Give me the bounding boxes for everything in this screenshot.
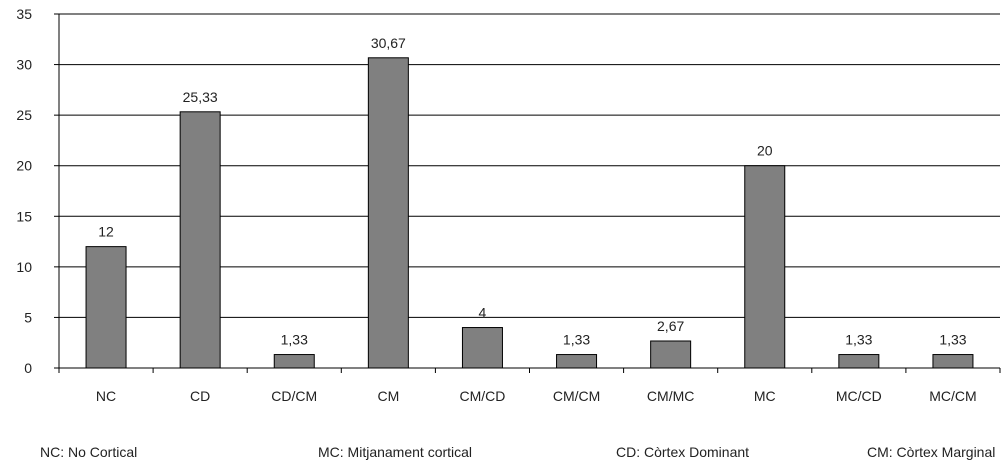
bar: [932, 354, 974, 369]
x-tick-label: CM/CM: [553, 388, 600, 404]
x-tick-label: CM/MC: [647, 388, 694, 404]
y-tick-label: 30: [16, 57, 32, 73]
axes: [54, 13, 1001, 373]
x-tick-label: NC: [96, 388, 116, 404]
bars: [85, 57, 974, 369]
legend-note-nc: NC: No Cortical: [40, 444, 138, 460]
data-label: 1,33: [281, 332, 308, 348]
y-tick-label: 10: [16, 259, 32, 275]
legend-note-cd: CD: Còrtex Dominant: [616, 444, 750, 460]
data-labels: 12 25,33 1,33 30,67 4 1,33 2,67 20 1,33 1,33: [98, 35, 967, 348]
data-label: 12: [98, 224, 114, 240]
bar: [273, 354, 315, 369]
bar: [461, 327, 503, 369]
data-label: 4: [479, 305, 487, 321]
x-tick-label: MC/CM: [929, 388, 976, 404]
x-tick-label: MC/CD: [836, 388, 882, 404]
data-label: 1,33: [939, 332, 966, 348]
x-tick-label: CD/CM: [271, 388, 317, 404]
x-tick-labels: NC CD CD/CM CM CM/CD CM/CM CM/MC MC MC/CD MC/CM: [96, 388, 977, 404]
x-tick-label: CD: [190, 388, 210, 404]
bar: [367, 57, 409, 369]
legend-note-mc: MC: Mitjanament cortical: [318, 444, 473, 460]
data-label: 25,33: [183, 89, 218, 105]
data-label: 1,33: [563, 332, 590, 348]
data-label: 20: [757, 143, 773, 159]
data-label: 1,33: [845, 332, 872, 348]
y-tick-label: 5: [24, 309, 32, 325]
bar: [650, 340, 692, 369]
y-tick-label: 0: [24, 360, 32, 376]
data-label: 30,67: [371, 35, 406, 51]
legend-note-cm: CM: Còrtex Marginal: [867, 444, 996, 460]
y-tick-label: 35: [16, 6, 32, 22]
bar: [744, 165, 786, 369]
y-tick-label: 20: [16, 158, 32, 174]
y-tick-labels: 0 5 10 15 20 25 30 35: [16, 6, 32, 376]
bar-chart: 0 5 10 15 20 25 30 35 NC CD CD/CM CM CM/CD CM/CM CM/M…: [16, 6, 1001, 404]
bar: [556, 354, 598, 369]
y-tick-label: 15: [16, 208, 32, 224]
bar: [179, 111, 221, 369]
y-tick-label: 25: [16, 107, 32, 123]
x-tick-label: MC: [754, 388, 776, 404]
data-label: 2,67: [657, 318, 684, 334]
bar: [838, 354, 880, 369]
x-tick-label: CM: [377, 388, 399, 404]
bar: [85, 246, 127, 369]
x-tick-label: CM/CD: [460, 388, 506, 404]
